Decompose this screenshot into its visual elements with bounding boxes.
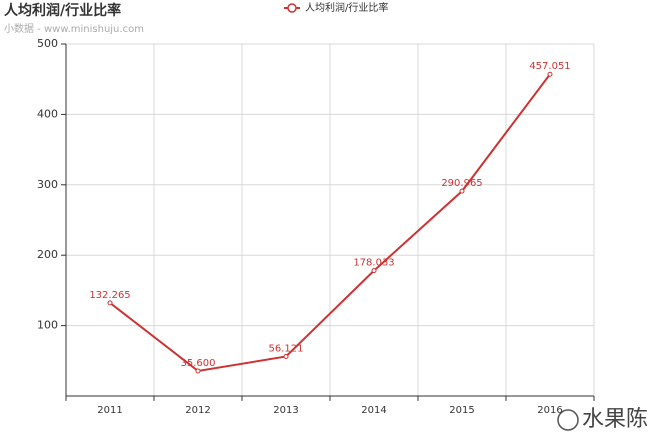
point [371,268,377,274]
data-label: 132.265 [89,290,130,301]
y-tick-label: 100 [37,319,58,332]
y-tick-label: 500 [37,37,58,50]
point [283,353,289,359]
chart-subtitle: 小数据 - www.minishuju.com [4,22,144,35]
y-tick-label: 400 [37,107,58,120]
x-tick-label: 2015 [449,405,474,416]
point [547,71,553,77]
point [195,368,201,374]
data-label: 56.121 [269,343,304,354]
legend-marker [287,3,297,13]
x-tick-label: 2014 [361,405,386,416]
legend-label: 人均利润/行业比率 [305,1,388,14]
watermark-text: 水果陈 [582,407,648,432]
chart-title: 人均利润/行业比率 [4,2,121,19]
watermark: 水果陈 [557,407,648,432]
point [107,300,113,306]
y-tick-label: 200 [37,248,58,261]
data-label: 457.051 [529,61,570,72]
x-tick-label: 2011 [97,405,122,416]
x-tick-label: 2012 [185,405,210,416]
data-label: 290.965 [441,178,482,189]
data-label: 35.600 [181,358,216,369]
y-tick-label: 300 [37,178,58,191]
series-line [109,73,551,372]
point [459,188,465,194]
x-tick-label: 2016 [537,405,562,416]
data-label: 178.033 [353,258,394,269]
watermark-icon [557,409,579,431]
x-tick-label: 2013 [273,405,298,416]
